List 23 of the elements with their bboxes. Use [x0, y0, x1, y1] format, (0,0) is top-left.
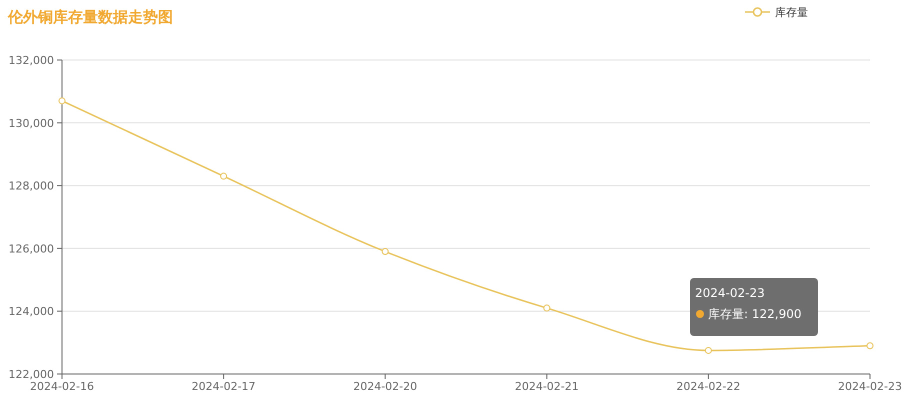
- point: [220, 172, 228, 180]
- y-tick-label: 126,000: [8, 242, 54, 256]
- legend-label: 库存量: [775, 6, 808, 19]
- annotation: 2024-02-23: [695, 286, 765, 300]
- point: [866, 342, 874, 350]
- chart-title: 伦外铜库存量数据走势图: [7, 8, 173, 26]
- y-tick-label: 130,000: [8, 116, 54, 130]
- y-tick-label: 128,000: [8, 180, 54, 193]
- point: [704, 346, 712, 354]
- y-tick-label: 132,000: [8, 54, 54, 67]
- y-tick-label: 122,000: [8, 368, 54, 381]
- tooltip: 2024-02-23 库存量: 122,900: [690, 278, 818, 336]
- point: [58, 97, 66, 104]
- x-tick-label: 2024-02-21: [514, 380, 579, 393]
- x-tick-label: 2024-02-17: [192, 380, 256, 393]
- point: [543, 304, 550, 312]
- point: [382, 248, 389, 256]
- x-tick-label: 2024-02-20: [353, 380, 418, 393]
- x-tick-label: 2024-02-23: [838, 380, 902, 393]
- x-tick-label: 2024-02-22: [676, 380, 740, 393]
- x-tick-label: 2024-02-16: [30, 380, 94, 393]
- y-tick-label: 124,000: [8, 305, 54, 318]
- annotation: 库存量: 122,900: [708, 307, 802, 321]
